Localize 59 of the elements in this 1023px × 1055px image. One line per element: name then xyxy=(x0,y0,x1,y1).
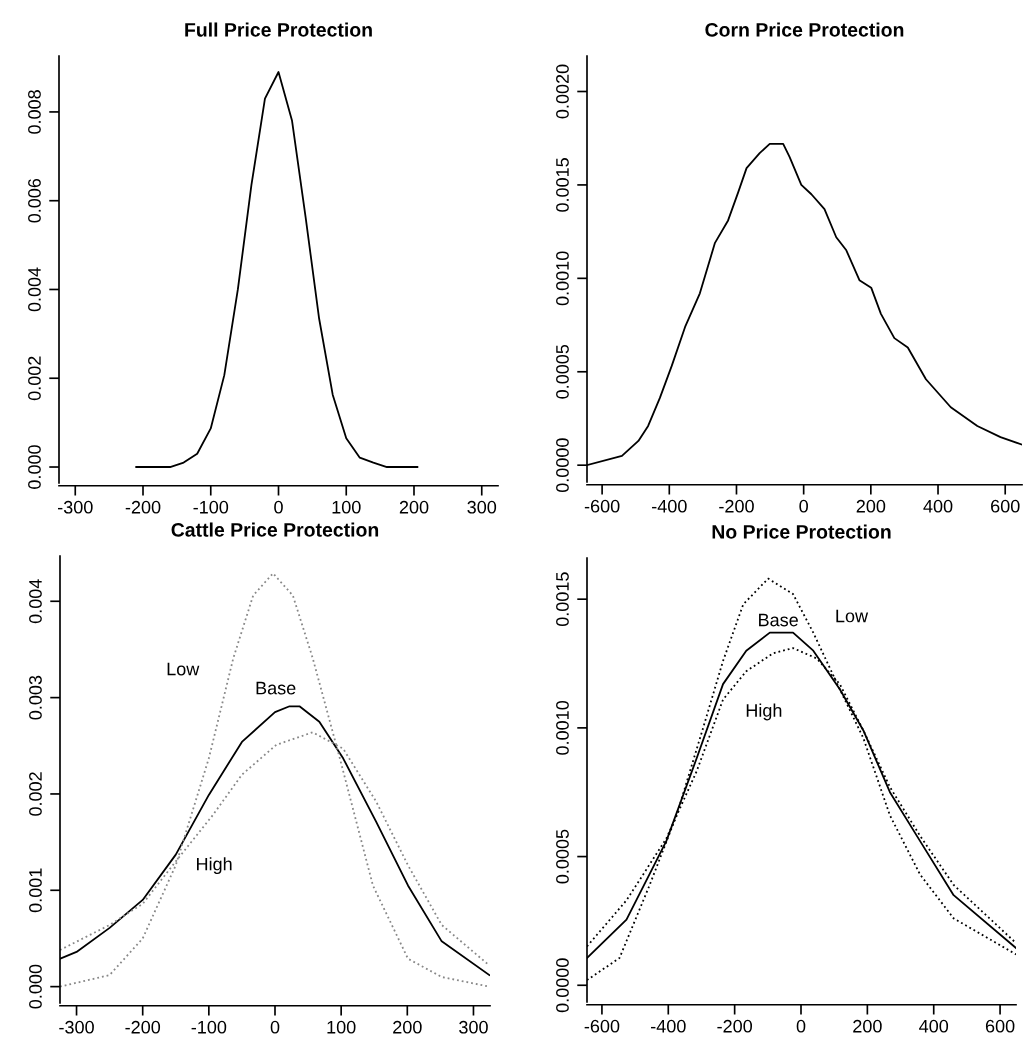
y-tick-label: 0.0010 xyxy=(556,251,569,306)
x-tick-label: 600 xyxy=(991,499,1020,513)
x-tick-label: 200 xyxy=(856,499,886,513)
x-tick-label: 600 xyxy=(985,1019,1015,1033)
chart-title: No Price Protection xyxy=(712,524,891,539)
x-tick-label: -400 xyxy=(651,1019,686,1033)
y-tick-label: 0.0005 xyxy=(556,829,569,884)
x-tick-label: -200 xyxy=(717,1019,753,1033)
y-tick-label: 0.0020 xyxy=(556,64,569,119)
x-tick-label: 200 xyxy=(393,1020,422,1034)
x-tick-label: -200 xyxy=(719,499,754,513)
y-tick-label: 0.0000 xyxy=(556,438,569,493)
chart-title: Cattle Price Protection xyxy=(171,522,379,537)
line-series xyxy=(135,71,419,468)
x-tick-label: 0 xyxy=(274,500,283,514)
x-tick-label: -200 xyxy=(125,1020,161,1034)
y-tick-label: 0.0000 xyxy=(556,958,569,1013)
x-tick-label: 300 xyxy=(459,1020,488,1034)
y-tick-label: 0.006 xyxy=(28,178,41,223)
y-tick-label: 0.003 xyxy=(29,675,42,720)
series-label: Low xyxy=(836,609,869,623)
y-tick-label: 0.002 xyxy=(28,356,41,401)
series-label: Base xyxy=(759,613,798,627)
y-tick-label: 0.008 xyxy=(28,90,41,134)
x-tick-label: -300 xyxy=(59,1020,94,1034)
x-tick-label: -200 xyxy=(125,500,161,514)
x-tick-label: 200 xyxy=(853,1019,882,1033)
x-tick-label: 400 xyxy=(923,499,953,513)
series-label: Low xyxy=(167,662,200,676)
x-tick-label: -100 xyxy=(193,500,229,514)
y-tick-label: 0.004 xyxy=(29,579,42,624)
series-label: Base xyxy=(256,681,296,695)
x-tick-label: -100 xyxy=(191,1020,227,1034)
series-label: High xyxy=(746,703,782,721)
x-tick-label: -600 xyxy=(584,1019,620,1033)
y-tick-label: 0.004 xyxy=(28,267,41,312)
y-tick-label: 0.0015 xyxy=(556,572,569,627)
x-tick-label: 0 xyxy=(270,1020,280,1034)
y-tick-label: 0.002 xyxy=(29,772,42,816)
x-tick-label: -400 xyxy=(652,499,687,513)
y-tick-label: 0.0010 xyxy=(556,700,569,755)
x-tick-label: 400 xyxy=(919,1019,949,1033)
line-series xyxy=(60,572,490,988)
x-tick-label: 300 xyxy=(467,500,497,514)
x-tick-label: 0 xyxy=(796,1019,806,1033)
x-tick-label: -300 xyxy=(57,500,93,514)
y-tick-label: 0.0005 xyxy=(556,344,569,399)
x-tick-label: 200 xyxy=(399,500,429,514)
x-tick-label: 100 xyxy=(332,500,361,514)
chart-title: Corn Price Protection xyxy=(705,22,904,37)
y-tick-label: 0.001 xyxy=(29,868,42,913)
chart-title: Full Price Protection xyxy=(185,22,372,37)
y-tick-label: 0.0015 xyxy=(556,158,569,212)
series-label: High xyxy=(197,857,232,875)
x-tick-label: 100 xyxy=(327,1020,356,1034)
y-tick-label: 0.000 xyxy=(28,445,41,489)
x-tick-label: 0 xyxy=(799,499,808,513)
y-tick-label: 0.000 xyxy=(29,964,42,1009)
x-tick-label: -600 xyxy=(584,499,620,513)
